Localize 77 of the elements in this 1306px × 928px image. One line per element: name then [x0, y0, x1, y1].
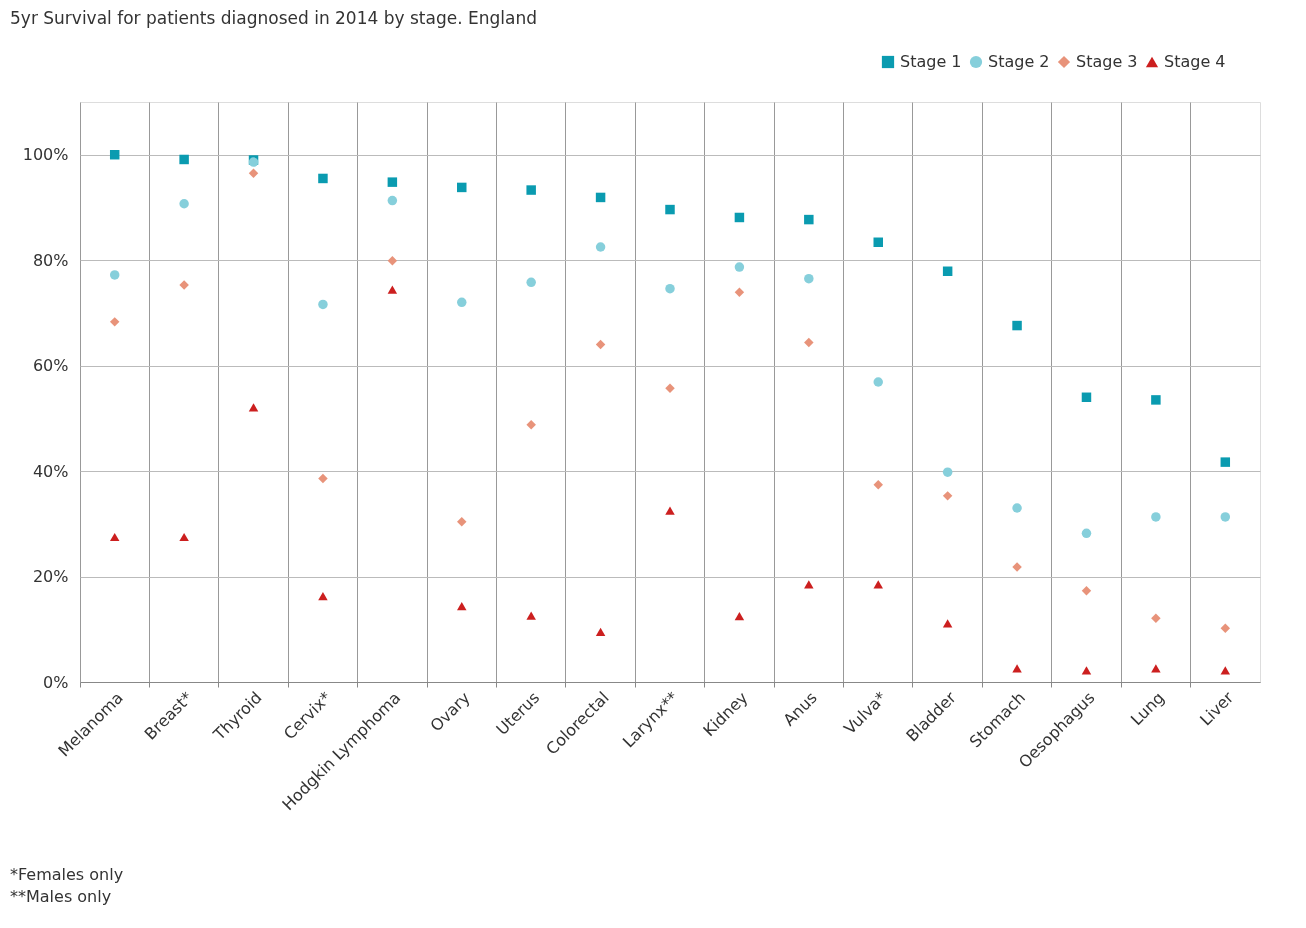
point	[804, 337, 814, 348]
point	[1081, 392, 1092, 403]
point	[873, 480, 883, 490]
point	[179, 532, 189, 542]
point	[526, 611, 536, 620]
y-tick-label: 40%	[32, 461, 69, 481]
legend-label: Stage 3	[1076, 52, 1138, 71]
point	[734, 611, 745, 621]
point	[387, 285, 398, 294]
point	[595, 627, 606, 637]
point	[734, 287, 745, 298]
y-tick-label: 60%	[32, 356, 69, 376]
point	[248, 403, 259, 412]
point	[109, 532, 120, 542]
point	[457, 601, 467, 611]
text: *Females only	[10, 865, 124, 884]
point	[318, 299, 328, 310]
point	[942, 491, 953, 501]
y-tick-label: 0%	[43, 672, 69, 692]
chart-title: 5yr Survival for patients diagnosed in 2014 by stage. England	[10, 8, 537, 28]
point	[734, 262, 745, 272]
point	[665, 383, 675, 394]
point	[457, 182, 467, 193]
point	[665, 283, 675, 294]
point	[109, 270, 120, 280]
point	[526, 185, 536, 195]
point	[387, 255, 398, 266]
point	[179, 199, 189, 209]
point	[387, 195, 398, 206]
point	[1151, 664, 1161, 673]
point	[318, 473, 328, 484]
y-tick-label: 20%	[32, 567, 69, 587]
text: **Males only	[10, 887, 112, 906]
point	[526, 277, 536, 288]
point	[1151, 395, 1161, 405]
y-tick-label: 100%	[22, 145, 69, 165]
point	[873, 237, 883, 247]
point	[1012, 503, 1022, 513]
point	[179, 154, 189, 165]
point	[942, 619, 953, 628]
point	[1081, 586, 1092, 596]
point	[457, 297, 467, 308]
point	[1220, 512, 1231, 522]
point	[109, 149, 120, 160]
point	[942, 467, 953, 477]
point	[526, 419, 536, 430]
legend-label: Stage 2	[988, 52, 1050, 71]
point	[318, 591, 328, 601]
point	[595, 339, 606, 350]
legend-label: Stage 4	[1164, 52, 1226, 71]
point	[665, 506, 675, 515]
point	[1220, 623, 1231, 633]
point	[1012, 664, 1022, 673]
point	[387, 177, 398, 187]
point	[318, 173, 328, 184]
point	[1220, 457, 1231, 467]
point	[1081, 528, 1092, 539]
point	[457, 516, 467, 527]
y-tick-label: 80%	[32, 250, 69, 270]
point	[942, 266, 953, 276]
point	[873, 377, 883, 387]
point	[1012, 320, 1022, 331]
point	[804, 214, 814, 225]
point	[734, 212, 745, 223]
point	[1151, 613, 1161, 623]
point	[109, 317, 120, 327]
point	[804, 273, 814, 284]
point	[1151, 512, 1161, 522]
point	[665, 204, 675, 215]
point	[1220, 666, 1231, 675]
point	[248, 168, 259, 178]
legend-label: Stage 1	[900, 52, 962, 71]
point	[804, 580, 814, 589]
point	[1081, 666, 1092, 675]
point	[873, 580, 883, 589]
point	[595, 192, 606, 203]
point	[595, 242, 606, 252]
